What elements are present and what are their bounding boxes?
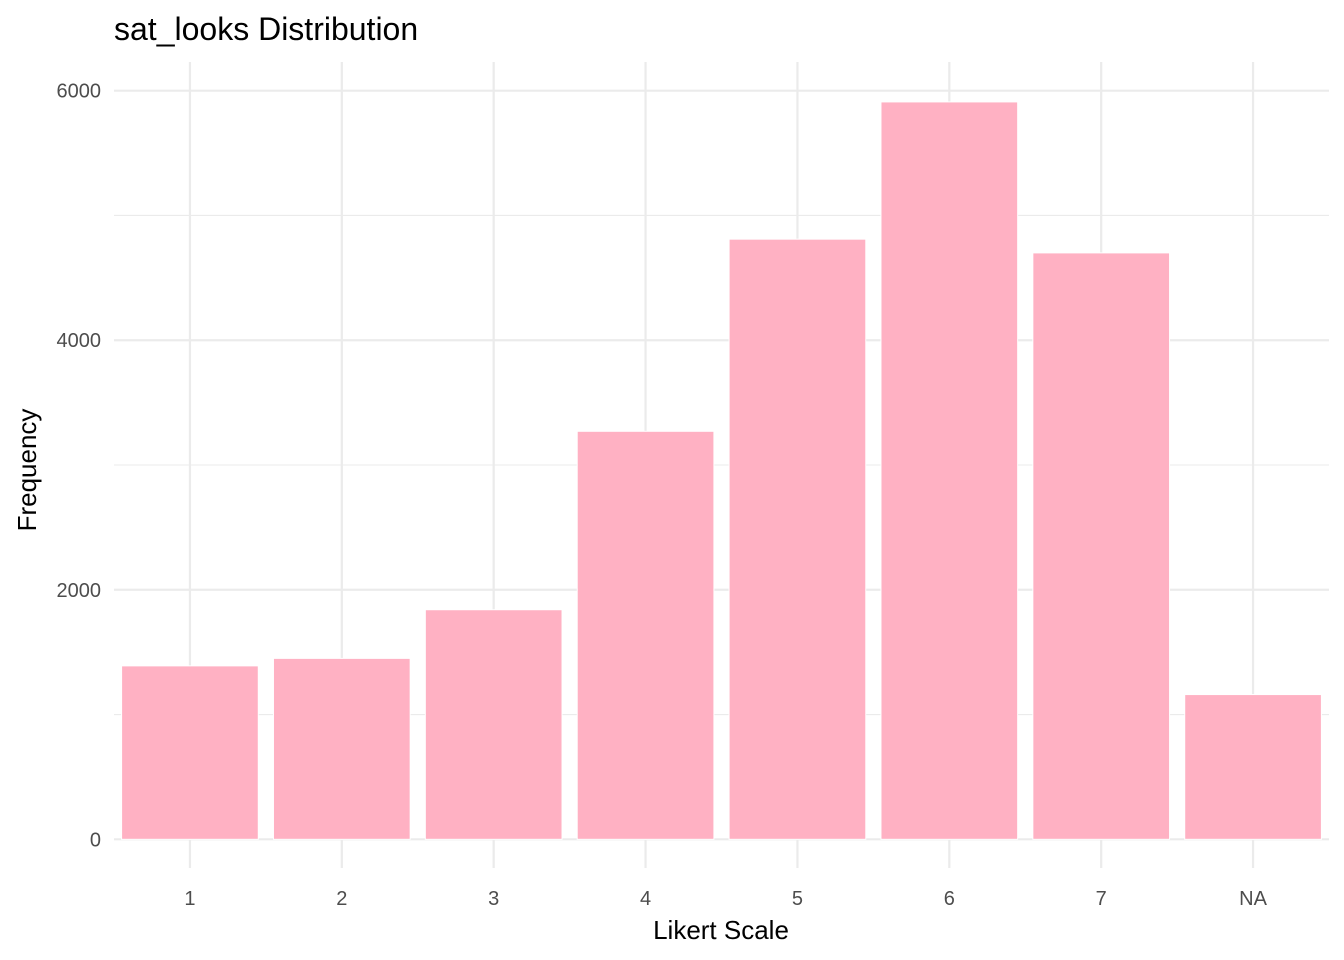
x-tick-label: 4 xyxy=(640,888,651,910)
x-tick-label: 5 xyxy=(792,888,803,910)
x-tick-label: NA xyxy=(1239,888,1267,910)
x-tick-label: 1 xyxy=(184,888,195,910)
x-tick-label: 6 xyxy=(944,888,955,910)
bar-4 xyxy=(576,430,715,840)
bar-1 xyxy=(121,665,259,840)
x-tick-label: 7 xyxy=(1096,888,1107,910)
y-tick-label: 6000 xyxy=(57,81,102,103)
y-tick-label: 4000 xyxy=(57,330,102,352)
y-axis-ticks: 0 2000 4000 6000 xyxy=(57,81,102,852)
bar-7 xyxy=(1032,252,1171,840)
x-tick-label: 3 xyxy=(488,888,499,910)
x-tick-label: 2 xyxy=(336,888,347,910)
bar-5 xyxy=(728,238,867,840)
y-axis-title: Frequency xyxy=(12,409,42,532)
chart-title: sat_looks Distribution xyxy=(114,11,418,47)
bar-3 xyxy=(424,609,563,840)
bars xyxy=(121,101,1322,840)
bar-2 xyxy=(272,657,411,840)
y-tick-label: 2000 xyxy=(57,580,102,602)
bar-6 xyxy=(880,101,1019,840)
y-tick-label: 0 xyxy=(90,829,101,851)
bar-na xyxy=(1184,694,1322,840)
x-axis-title: Likert Scale xyxy=(653,915,789,945)
x-axis-ticks: 1 2 3 4 5 6 7 NA xyxy=(184,888,1267,910)
